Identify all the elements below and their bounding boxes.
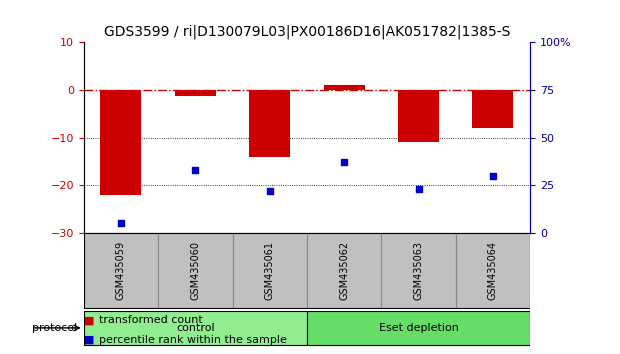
Point bbox=[488, 173, 498, 178]
Bar bbox=[100, 90, 141, 195]
Text: protocol: protocol bbox=[32, 323, 78, 333]
Bar bbox=[398, 90, 439, 142]
Bar bbox=[175, 90, 216, 96]
Point bbox=[190, 167, 200, 173]
FancyBboxPatch shape bbox=[307, 233, 381, 309]
Title: GDS3599 / ri|D130079L03|PX00186D16|AK051782|1385-S: GDS3599 / ri|D130079L03|PX00186D16|AK051… bbox=[104, 24, 510, 39]
FancyBboxPatch shape bbox=[158, 233, 232, 309]
Text: percentile rank within the sample: percentile rank within the sample bbox=[99, 335, 287, 345]
Text: Eset depletion: Eset depletion bbox=[379, 323, 458, 333]
Point bbox=[339, 160, 349, 165]
FancyBboxPatch shape bbox=[232, 233, 307, 309]
FancyBboxPatch shape bbox=[84, 311, 307, 345]
Text: transformed count: transformed count bbox=[99, 315, 203, 325]
Text: ■: ■ bbox=[84, 335, 94, 345]
Bar bbox=[249, 90, 290, 157]
Text: GSM435062: GSM435062 bbox=[339, 241, 349, 301]
Bar bbox=[324, 85, 365, 90]
FancyBboxPatch shape bbox=[307, 311, 530, 345]
FancyBboxPatch shape bbox=[84, 233, 158, 309]
Text: GSM435059: GSM435059 bbox=[116, 241, 126, 301]
Point bbox=[116, 221, 126, 226]
Text: GSM435063: GSM435063 bbox=[414, 241, 423, 300]
Text: control: control bbox=[176, 323, 215, 333]
FancyBboxPatch shape bbox=[456, 233, 530, 309]
Text: GSM435064: GSM435064 bbox=[488, 241, 498, 300]
Point bbox=[265, 188, 275, 194]
Bar bbox=[472, 90, 513, 128]
Text: GSM435061: GSM435061 bbox=[265, 241, 275, 300]
FancyBboxPatch shape bbox=[381, 233, 456, 309]
Point bbox=[414, 186, 423, 192]
Text: ■: ■ bbox=[84, 315, 94, 325]
Text: GSM435060: GSM435060 bbox=[190, 241, 200, 300]
